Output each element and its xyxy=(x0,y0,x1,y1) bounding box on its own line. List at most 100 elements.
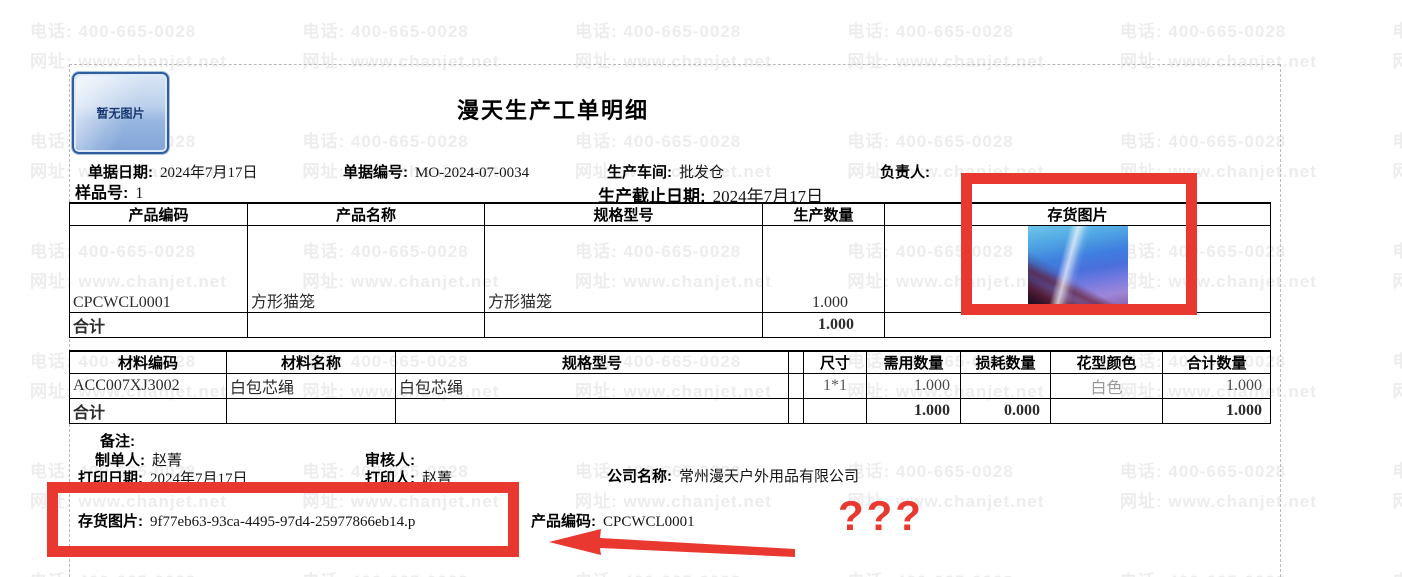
size-cell: 1*1 xyxy=(803,373,867,399)
material-table-header-row: 材料编码 材料名称 规格型号 尺寸 需用数量 损耗数量 花型颜色 合计数量 xyxy=(69,350,1271,374)
maker-value: 赵菁 xyxy=(152,453,183,469)
empty-cell xyxy=(247,312,485,338)
empty-cell xyxy=(1050,398,1163,424)
col-header-production-qty: 生产数量 xyxy=(762,202,885,226)
required-qty-cell: 1.000 xyxy=(866,373,961,399)
workshop-field: 生产车间: 批发仓 xyxy=(607,161,724,182)
col-header-product-code: 产品编码 xyxy=(69,202,248,226)
workshop-label: 生产车间: xyxy=(607,164,672,181)
manager-field: 负责人: xyxy=(880,161,937,182)
empty-cell xyxy=(484,312,763,338)
empty-cell xyxy=(884,312,1271,338)
auditor-field: 审核人: xyxy=(365,449,422,470)
manager-label: 负责人: xyxy=(880,164,930,181)
page-boundary-right xyxy=(1280,64,1281,577)
product-table-total-row: 合计 1.000 xyxy=(69,312,1271,338)
company-label: 公司名称: xyxy=(607,468,672,485)
col-header-spacer xyxy=(788,350,804,374)
no-image-button[interactable]: 暂无图片 xyxy=(72,72,169,154)
page-boundary-top xyxy=(69,64,1280,65)
doc-date-value: 2024年7月17日 xyxy=(160,165,258,181)
col-header-total-qty: 合计数量 xyxy=(1162,350,1271,374)
annotation-arrow-left-icon xyxy=(549,529,795,557)
page-title: 漫天生产工单明细 xyxy=(456,98,649,123)
production-qty-cell: 1.000 xyxy=(762,225,885,313)
product-table-header-row: 产品编码 产品名称 规格型号 生产数量 存货图片 xyxy=(69,202,1271,226)
maker-field: 制单人: 赵菁 xyxy=(95,449,182,470)
sample-no-value: 1 xyxy=(135,185,144,202)
maker-label: 制单人: xyxy=(95,452,145,469)
empty-cell xyxy=(803,398,867,424)
product-spec-cell: 方形猫笼 xyxy=(484,225,763,313)
sample-no-label: 样品号: xyxy=(75,185,129,202)
product-code-label: 产品编码: xyxy=(531,513,596,530)
pattern-color-cell: 白色 xyxy=(1050,373,1163,399)
col-header-product-name: 产品名称 xyxy=(247,202,485,226)
material-spec-cell: 白包芯绳 xyxy=(395,373,789,399)
empty-cell xyxy=(395,398,789,424)
col-header-inventory-image: 存货图片 xyxy=(884,202,1271,226)
annotation-rect-inventory-image xyxy=(961,173,1197,315)
product-total-qty: 1.000 xyxy=(762,312,885,338)
material-table-total-row: 合计 1.000 0.000 1.000 xyxy=(69,398,1271,424)
material-table-row: ACC007XJ3002 白包芯绳 白包芯绳 1*1 1.000 白色 1.00… xyxy=(69,373,1271,399)
doc-date-label: 单据日期: xyxy=(88,164,153,181)
company-value: 常州漫天户外用品有限公司 xyxy=(679,469,860,485)
col-header-loss-qty: 损耗数量 xyxy=(960,350,1051,374)
company-field: 公司名称: 常州漫天户外用品有限公司 xyxy=(607,465,859,486)
sample-no-field: 样品号: 1 xyxy=(75,179,143,203)
col-header-material-code: 材料编码 xyxy=(69,350,227,374)
col-header-pattern-color: 花型颜色 xyxy=(1050,350,1163,374)
material-total-qty-cell: 1.000 xyxy=(1162,373,1271,399)
total-total-qty: 1.000 xyxy=(1162,398,1271,424)
material-code-cell: ACC007XJ3002 xyxy=(69,373,227,399)
annotation-rect-image-path xyxy=(47,482,519,557)
doc-no-value: MO-2024-07-0034 xyxy=(415,165,530,181)
no-image-button-label: 暂无图片 xyxy=(96,106,145,121)
remark-field: 备注: xyxy=(100,430,142,451)
product-code-value: CPCWCL0001 xyxy=(603,514,695,530)
inventory-image-path-field: 存货图片: 9f77eb63-93ca-4495-97d4-25977866eb1… xyxy=(78,510,415,531)
product-table: 产品编码 产品名称 规格型号 生产数量 存货图片 CPCWCL0001 方形猫笼… xyxy=(69,202,1271,338)
product-total-label: 合计 xyxy=(69,312,248,338)
doc-no-field: 单据编号: MO-2024-07-0034 xyxy=(343,161,529,182)
col-header-required-qty: 需用数量 xyxy=(866,350,961,374)
col-header-material-name: 材料名称 xyxy=(226,350,396,374)
remark-label: 备注: xyxy=(100,433,135,450)
inventory-image xyxy=(1027,226,1128,312)
inventory-image-cell xyxy=(884,225,1271,313)
product-name-cell: 方形猫笼 xyxy=(247,225,485,313)
annotation-question-marks: ??? xyxy=(838,492,924,539)
loss-qty-cell xyxy=(960,373,1051,399)
product-code-cell: CPCWCL0001 xyxy=(69,225,248,313)
deadline-field: 生产截止日期: 2024年7月17日 xyxy=(598,182,823,207)
inventory-image-path-value: 9f77eb63-93ca-4495-97d4-25977866eb14.p xyxy=(150,514,416,530)
material-name-cell: 白包芯绳 xyxy=(226,373,396,399)
material-table: 材料编码 材料名称 规格型号 尺寸 需用数量 损耗数量 花型颜色 合计数量 AC… xyxy=(69,350,1271,424)
inventory-image-path-label: 存货图片: xyxy=(78,513,143,530)
deadline-value: 2024年7月17日 xyxy=(712,187,824,206)
col-header-spec: 规格型号 xyxy=(484,202,763,226)
workshop-value: 批发仓 xyxy=(679,165,725,181)
product-table-row: CPCWCL0001 方形猫笼 方形猫笼 1.000 xyxy=(69,225,1271,313)
doc-no-label: 单据编号: xyxy=(343,164,408,181)
doc-date-field: 单据日期: 2024年7月17日 xyxy=(88,161,258,182)
total-loss-qty: 0.000 xyxy=(960,398,1051,424)
